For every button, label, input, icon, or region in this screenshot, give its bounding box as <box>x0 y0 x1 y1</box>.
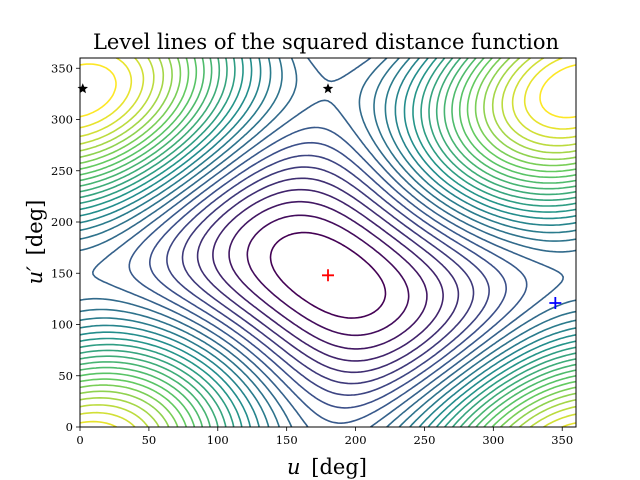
contour-level-line <box>80 58 576 427</box>
chart-title: Level lines of the squared distance func… <box>93 30 559 54</box>
contour-level-line <box>80 58 576 427</box>
x-axis-label: u [deg] <box>287 455 367 479</box>
contour-level-line <box>80 63 576 119</box>
contour-level-line <box>80 58 576 427</box>
contour-level-line <box>80 58 576 427</box>
contour-level-line <box>80 58 576 427</box>
contour-level-line <box>269 231 387 319</box>
contour-level-line <box>80 58 576 427</box>
x-axis-unit: [deg] <box>311 455 367 479</box>
y-tick-label: 350 <box>51 61 73 75</box>
x-tick-label: 100 <box>207 433 229 447</box>
y-tick-label: 0 <box>66 420 73 434</box>
contour-level-line <box>80 58 576 427</box>
contour-level-line <box>80 58 576 427</box>
y-axis-var: u′ <box>23 266 47 285</box>
contour-level-line <box>80 58 576 427</box>
x-tick-label: 50 <box>142 433 157 447</box>
contour-level-line <box>80 58 576 427</box>
contour-level-line <box>80 58 576 427</box>
minimum-marker <box>549 296 562 309</box>
x-tick-label: 200 <box>345 433 367 447</box>
y-tick-label: 150 <box>51 266 73 280</box>
contour-level-line <box>80 58 576 427</box>
y-tick-label: 100 <box>51 318 73 332</box>
y-axis-unit: [deg] <box>23 200 47 256</box>
x-tick-label: 0 <box>76 433 83 447</box>
x-tick-label: 350 <box>551 433 573 447</box>
contour-level-line <box>80 58 576 427</box>
contour-level-line <box>80 58 576 427</box>
y-tick-label: 300 <box>51 113 73 127</box>
x-tick-label: 150 <box>276 433 298 447</box>
y-tick-label: 250 <box>51 164 73 178</box>
y-axis-label-group: u′ [deg] <box>23 200 47 285</box>
contour-level-line <box>128 126 528 424</box>
x-axis-ticks: 0 50 100 150 200 250 300 350 <box>76 427 573 447</box>
y-axis-label: u′ [deg] <box>23 200 47 285</box>
contour-level-line <box>80 58 576 427</box>
contour-level-line <box>80 58 576 427</box>
contour-level-line <box>80 58 576 427</box>
y-tick-label: 200 <box>51 215 73 229</box>
contour-level-line <box>80 58 576 427</box>
contour-level-line <box>228 200 428 350</box>
y-tick-label: 50 <box>58 369 73 383</box>
x-tick-label: 300 <box>482 433 504 447</box>
saddle-marker <box>322 83 334 94</box>
contour-level-line <box>212 188 444 362</box>
maximum-marker <box>322 269 334 282</box>
contour-level-line <box>80 58 576 427</box>
x-axis-var: u <box>287 455 301 479</box>
contour-lines <box>80 58 576 427</box>
saddle-marker <box>77 83 88 94</box>
markers <box>77 83 562 309</box>
contour-level-line <box>166 154 490 396</box>
contour-level-line <box>246 214 410 337</box>
contour-level-line <box>196 177 460 374</box>
y-axis-ticks: 0 50 100 150 200 250 300 350 <box>51 61 80 434</box>
contour-level-line <box>92 58 564 427</box>
x-tick-label: 250 <box>413 433 435 447</box>
contour-level-line <box>181 166 475 385</box>
plot-frame <box>79 57 577 428</box>
contour-level-line <box>149 141 507 409</box>
